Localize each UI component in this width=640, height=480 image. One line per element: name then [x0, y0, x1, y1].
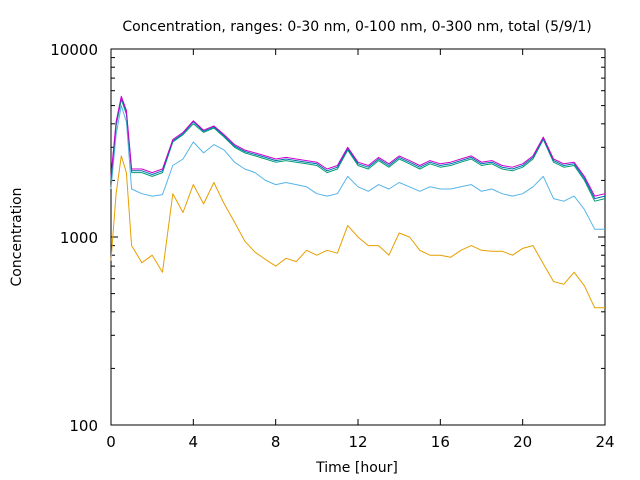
- y-tick-label: 100: [69, 417, 98, 435]
- series-group: [110, 95, 606, 309]
- x-tick-label: 8: [271, 433, 281, 451]
- x-tick-label: 12: [348, 433, 367, 451]
- chart-title: Concentration, ranges: 0-30 nm, 0-100 nm…: [122, 19, 591, 35]
- series-line-3: [110, 98, 606, 202]
- series-line-2: [110, 105, 605, 230]
- series-line-4: [110, 97, 606, 200]
- x-tick-label: 0: [106, 433, 116, 451]
- y-tick-label: 1000: [60, 229, 98, 247]
- x-tick-label: 16: [431, 433, 450, 451]
- x-tick-label: 24: [595, 433, 614, 451]
- x-axis-label: Time [hour]: [315, 460, 398, 476]
- y-axis-label: Concentration: [9, 187, 25, 286]
- series-line-1: [110, 155, 605, 309]
- x-tick-label: 4: [189, 433, 199, 451]
- ticks-group: 0 4 8 12 16 20 24 100 1000 10000: [50, 41, 614, 451]
- series-line-5: [110, 95, 606, 197]
- x-tick-label: 20: [513, 433, 532, 451]
- y-tick-label: 10000: [50, 41, 98, 59]
